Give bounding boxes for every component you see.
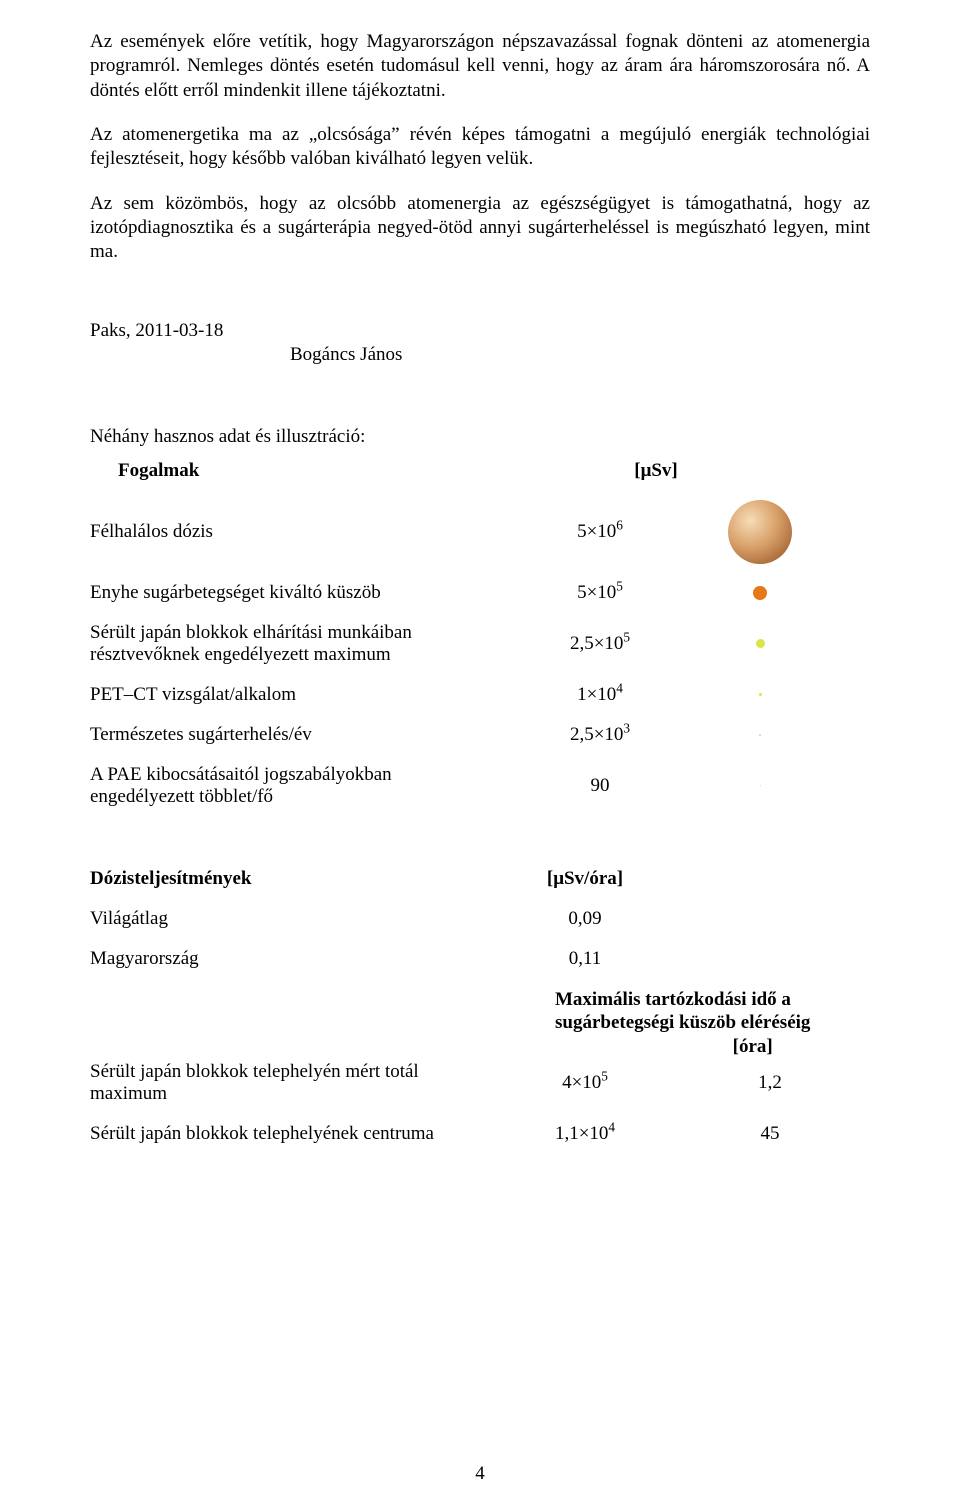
section2-rows: Világátlag0,09Magyarország0,11Maximális … — [90, 908, 870, 1145]
row-label: Magyarország — [90, 948, 500, 970]
row-value: 0,11 — [500, 948, 670, 970]
author: Bogáncs János — [290, 344, 870, 366]
page-number: 4 — [0, 1463, 960, 1485]
row-icon — [700, 693, 820, 696]
row-icon — [700, 586, 820, 600]
row-hours: 1,2 — [670, 1072, 870, 1094]
section2-subhead: Maximális tartózkodási idő asugárbetegsé… — [90, 988, 870, 1059]
sphere-icon — [728, 500, 792, 564]
table-row: PET–CT vizsgálat/alkalom1×104 — [90, 684, 870, 706]
section1-intro: Néhány hasznos adat és illusztráció: — [90, 426, 870, 448]
dot-icon — [753, 586, 767, 600]
table-row: Magyarország0,11 — [90, 948, 870, 970]
row-value: 5×106 — [500, 521, 700, 543]
row-value: 1,1×104 — [500, 1123, 670, 1145]
row-label: PET–CT vizsgálat/alkalom — [90, 684, 500, 706]
table-row: Természetes sugárterhelés/év2,5×103 — [90, 724, 870, 746]
section1-header-row: Fogalmak [μSv] — [90, 460, 870, 482]
section1-rows: Félhalálos dózis5×106 Enyhe sugárbetegség… — [90, 500, 870, 808]
row-label: Sérült japán blokkok elhárítási munkáiba… — [90, 622, 500, 666]
dot-icon — [759, 693, 762, 696]
dot-icon — [760, 785, 761, 786]
section2-header-label: Dózisteljesítmények — [90, 868, 500, 890]
section2-header-unit: [μSv/óra] — [500, 868, 670, 890]
row-label: Félhalálos dózis — [90, 521, 500, 543]
row-value: 0,09 — [500, 908, 670, 930]
paragraph-3: Az sem közömbös, hogy az olcsóbb atomene… — [90, 192, 870, 265]
row-value: 4×105 — [500, 1072, 670, 1094]
row-icon — [700, 734, 820, 736]
dot-icon — [759, 734, 761, 736]
row-icon — [700, 785, 820, 786]
row-icon — [700, 639, 820, 648]
row-label: Világátlag — [90, 908, 500, 930]
paragraph-2: Az atomenergetika ma az „olcsósága” révé… — [90, 123, 870, 172]
section1-header-unit: [μSv] — [556, 460, 756, 482]
section2: Dózisteljesítmények [μSv/óra] Világátlag… — [90, 868, 870, 1145]
row-hours: 45 — [670, 1123, 870, 1145]
row-value: 2,5×105 — [500, 633, 700, 655]
table-row: Világátlag0,09 — [90, 908, 870, 930]
row-label: Enyhe sugárbetegséget kiváltó küszöb — [90, 582, 500, 604]
row-value: 2,5×103 — [500, 724, 700, 746]
dot-icon — [756, 639, 765, 648]
row-value: 90 — [500, 775, 700, 797]
row-icon — [700, 500, 820, 564]
table-row: A PAE kibocsátásaitól jogszabályokbaneng… — [90, 764, 870, 808]
document-page: Az események előre vetítik, hogy Magyaro… — [0, 0, 960, 1509]
table-row: Enyhe sugárbetegséget kiváltó küszöb5×10… — [90, 582, 870, 604]
date: Paks, 2011-03-18 — [90, 320, 870, 342]
row-value: 1×104 — [500, 684, 700, 706]
table-row: Félhalálos dózis5×106 — [90, 500, 870, 564]
section2-header-row: Dózisteljesítmények [μSv/óra] — [90, 868, 870, 890]
table-row: Sérült japán blokkok telephelyén mért to… — [90, 1061, 870, 1105]
table-row: Sérült japán blokkok telephelyének centr… — [90, 1123, 870, 1145]
row-label: Természetes sugárterhelés/év — [90, 724, 500, 746]
section1-header-label: Fogalmak — [118, 460, 556, 482]
table-row: Sérült japán blokkok elhárítási munkáiba… — [90, 622, 870, 666]
row-label: Sérült japán blokkok telephelyének centr… — [90, 1123, 500, 1145]
paragraph-1: Az események előre vetítik, hogy Magyaro… — [90, 30, 870, 103]
row-label: A PAE kibocsátásaitól jogszabályokbaneng… — [90, 764, 500, 808]
row-label: Sérült japán blokkok telephelyén mért to… — [90, 1061, 500, 1105]
row-value: 5×105 — [500, 582, 700, 604]
